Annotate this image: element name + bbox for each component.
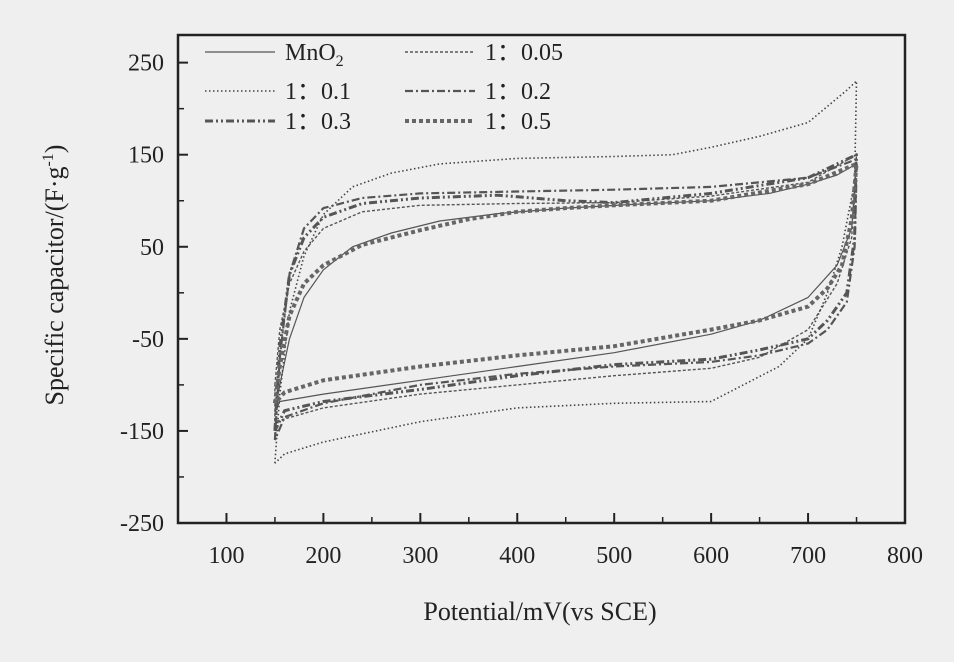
y-axis-title-close: ) xyxy=(40,145,69,154)
series-line xyxy=(273,158,858,441)
y-axis-title-text: Specific capacitor/(F·g xyxy=(40,167,69,406)
y-axis-title-sup: -1 xyxy=(40,153,57,166)
legend-label: 1：0.05 xyxy=(485,40,563,66)
series-line xyxy=(274,154,858,423)
y-axis-title: Specific capacitor/(F·g-1) xyxy=(40,145,69,406)
plot-frame xyxy=(176,33,907,525)
legend-label: 1：0.1 xyxy=(285,79,351,105)
x-tick-label: 400 xyxy=(499,543,535,569)
y-tick-label: 250 xyxy=(128,51,164,77)
x-tick-label: 600 xyxy=(693,543,729,569)
y-axis: 250 150 50 -50 -150 -250 xyxy=(120,51,188,537)
y-tick-label: -50 xyxy=(132,327,164,353)
series-layer xyxy=(272,80,859,464)
y-tick-label: -250 xyxy=(120,511,164,537)
x-tick-label: 200 xyxy=(305,543,341,569)
y-tick-label: 150 xyxy=(128,143,164,169)
x-tick-label: 800 xyxy=(887,543,923,569)
series-line xyxy=(272,161,859,405)
y-tick-label: -150 xyxy=(120,419,164,445)
legend-label: 1：0.2 xyxy=(485,79,551,105)
x-tick-label: 700 xyxy=(790,543,826,569)
x-tick-label: 100 xyxy=(208,543,244,569)
legend-label: 1：0.3 xyxy=(285,109,351,135)
x-axis-title: Potential/mV(vs SCE) xyxy=(423,597,656,626)
legend: MnO2 1：0.05 1：0.1 1：0.2 1：0.3 1：0.5 xyxy=(205,40,563,135)
x-tick-label: 500 xyxy=(596,543,632,569)
series-line xyxy=(273,153,858,432)
y-tick-label: 50 xyxy=(140,235,164,261)
legend-label: 1：0.5 xyxy=(485,109,551,135)
x-tick-label: 300 xyxy=(402,543,438,569)
legend-label: MnO2 xyxy=(285,40,344,70)
x-axis: 100 200 300 400 500 600 700 800 xyxy=(208,513,923,569)
